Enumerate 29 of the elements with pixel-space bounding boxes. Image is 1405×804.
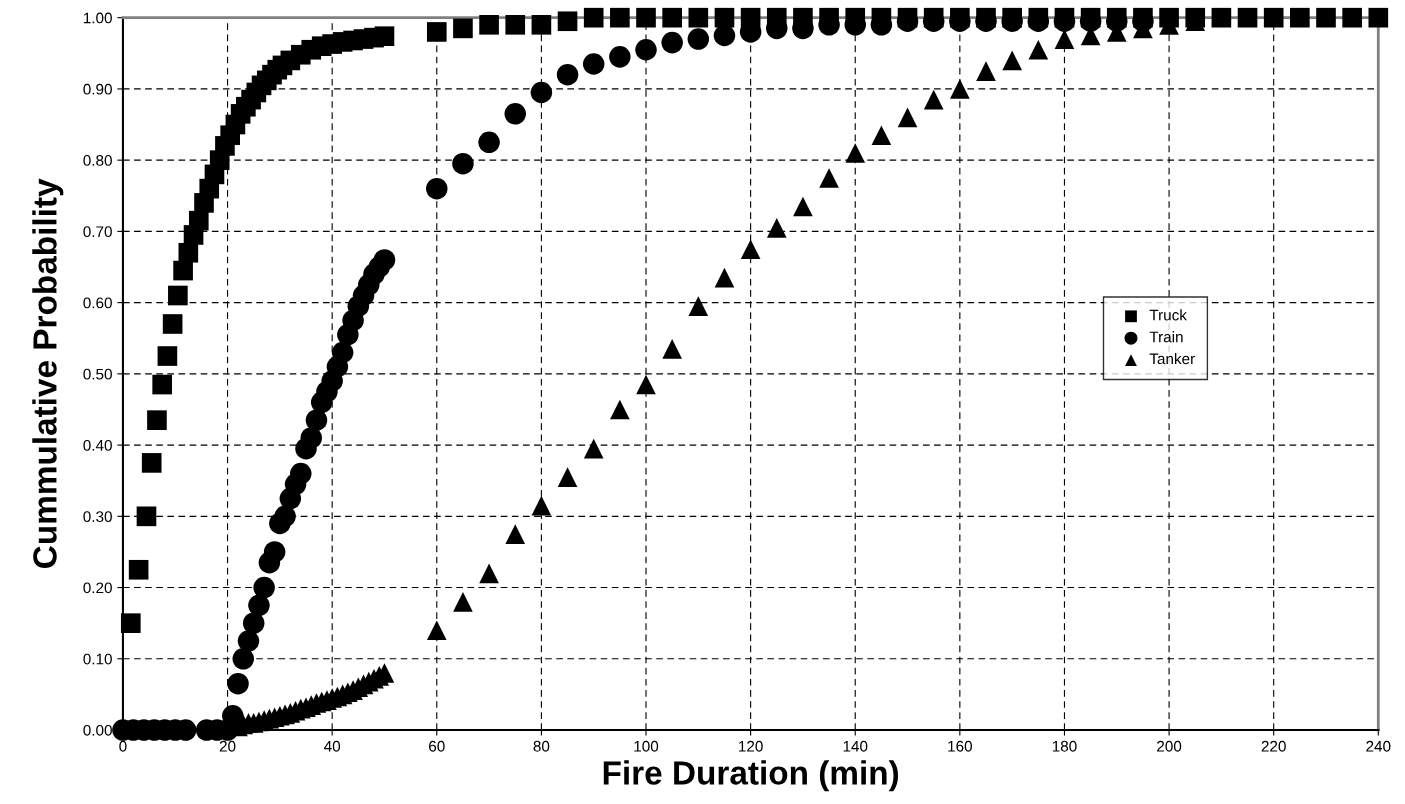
y-tick-label: 0.70 — [83, 226, 112, 238]
x-tick-label: 120 — [739, 740, 763, 752]
x-axis-title: Fire Duration (min) — [603, 760, 899, 792]
x-tick-label: 200 — [1157, 740, 1182, 752]
x-tick-label: 220 — [1261, 740, 1286, 752]
legend-label: Tanker — [1149, 353, 1195, 365]
y-tick-label: 0.80 — [83, 155, 112, 166]
x-tick-label: 40 — [324, 740, 341, 752]
y-tick-label: 0.40 — [83, 439, 112, 451]
x-tick-label: 160 — [948, 740, 972, 752]
y-tick-label: 0.60 — [83, 297, 112, 309]
y-tick-label: 0.20 — [83, 582, 112, 594]
y-tick-label: 0.00 — [83, 724, 112, 736]
y-tick-label: 0.10 — [83, 653, 112, 665]
x-tick-label: 140 — [843, 740, 868, 752]
x-tick-label: 240 — [1366, 740, 1391, 752]
x-tick-label: 20 — [219, 740, 236, 752]
x-tick-label: 100 — [634, 740, 659, 752]
legend-label: Train — [1149, 331, 1183, 343]
x-tick-label: 180 — [1052, 740, 1077, 752]
x-tick-label: 60 — [429, 740, 445, 752]
legend-label: Truck — [1149, 309, 1187, 321]
y-tick-label: 1.00 — [83, 12, 112, 24]
y-tick-label: 0.90 — [83, 83, 112, 95]
y-tick-label: 0.30 — [83, 511, 112, 523]
y-axis-title: Cummulative Probability — [32, 178, 64, 568]
x-tick-label: 80 — [533, 740, 550, 752]
x-tick-label: 0 — [119, 740, 127, 752]
y-tick-label: 0.50 — [83, 368, 112, 380]
